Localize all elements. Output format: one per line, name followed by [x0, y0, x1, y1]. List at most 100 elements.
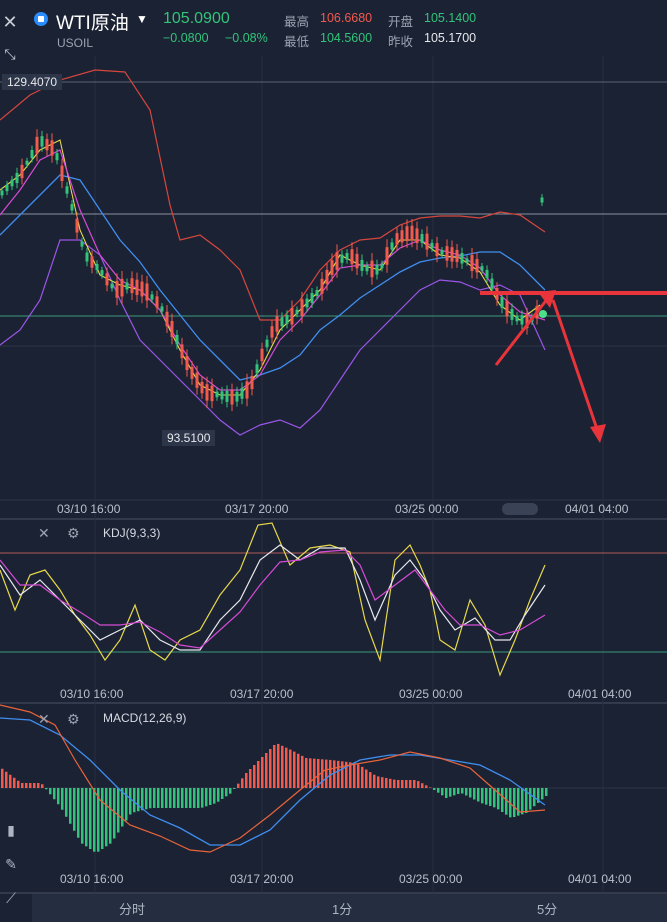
candle-body [365, 265, 369, 272]
candle-body [385, 247, 389, 265]
candle-body [470, 255, 474, 272]
candle-body [395, 233, 399, 245]
macd-bar [429, 787, 432, 788]
candle-body [220, 391, 224, 400]
indicator-icon[interactable]: ▮ [7, 822, 15, 838]
macd-bar [501, 788, 504, 812]
macd-bar [337, 760, 340, 788]
macd-bar [373, 774, 376, 788]
settings-icon[interactable]: ⚙ [67, 525, 80, 541]
symbol-icon [34, 12, 48, 26]
macd-bar [253, 765, 256, 788]
macd-bar [409, 780, 412, 788]
candle-body [420, 234, 424, 243]
macd-bar [325, 759, 328, 788]
open-label: 开盘 [388, 15, 414, 29]
candle-body [135, 279, 139, 295]
macd-bar [313, 758, 316, 788]
macd-bar [457, 788, 460, 794]
candle-body [290, 307, 294, 325]
candle-body [140, 281, 144, 297]
macd-bar [465, 788, 468, 796]
candle-body [360, 259, 364, 271]
candle-body [115, 280, 119, 298]
macd-bar [505, 788, 508, 815]
close-icon[interactable]: ✕ [38, 525, 50, 541]
candle-body [415, 228, 419, 244]
close-icon[interactable]: ✕ [38, 711, 50, 727]
macd-bar [45, 788, 48, 790]
pencil-icon[interactable]: ✎ [5, 856, 17, 872]
macd-bar [25, 783, 28, 788]
macd-bar [89, 788, 92, 849]
candle-body [520, 315, 524, 325]
tab-timeshare[interactable]: 分时 [119, 902, 146, 917]
x-tick: 03/25 00:00 [399, 872, 463, 886]
candle-body [370, 260, 374, 278]
macd-bar [213, 788, 216, 804]
macd-bar [361, 766, 364, 788]
chevron-down-icon[interactable]: ▼ [136, 12, 148, 26]
macd-bar [285, 747, 288, 788]
candle-body [75, 218, 79, 233]
candle-body [480, 266, 484, 271]
candle-body [195, 372, 199, 388]
settings-icon[interactable]: ⚙ [67, 711, 80, 727]
macd-bar [137, 788, 140, 812]
macd-bar [257, 761, 260, 788]
candle-body [475, 259, 479, 273]
macd-bar [141, 788, 144, 811]
macd-bar [513, 788, 516, 817]
drawing-tool-icon[interactable]: ⟋ [6, 890, 16, 906]
expand-icon[interactable]: ⤡ [4, 46, 16, 62]
open-value: 105.1400 [424, 11, 477, 25]
candle-body [390, 242, 394, 250]
candle-body [160, 306, 164, 312]
macd-bar [181, 788, 184, 808]
candle-body [130, 278, 134, 294]
candle-body [20, 164, 24, 179]
macd-bar [293, 751, 296, 788]
candle-body [455, 249, 459, 262]
candle-body [320, 278, 324, 294]
scroll-handle[interactable] [502, 503, 538, 515]
close-icon[interactable]: ✕ [2, 12, 18, 32]
macd-bar [217, 788, 220, 802]
macd-bar [121, 788, 124, 827]
macd-bar [321, 759, 324, 788]
high-marker: 129.4070 [2, 74, 63, 90]
macd-bar [165, 788, 168, 808]
candle-body [430, 242, 434, 249]
tab-5min[interactable]: 5分 [537, 902, 558, 917]
price-change: −0.0800 [163, 31, 209, 45]
candle-body [215, 391, 219, 398]
macd-bar [157, 788, 160, 808]
candle-body [85, 252, 89, 262]
candle-body [225, 390, 229, 402]
candle-body [275, 316, 279, 332]
x-tick: 04/01 04:00 [565, 502, 629, 516]
candle-body [460, 253, 464, 264]
candle-body [315, 290, 319, 296]
candle-body [90, 256, 94, 268]
candle-body [70, 204, 74, 211]
x-tick: 03/17 20:00 [230, 687, 294, 701]
candle-body [515, 315, 519, 322]
macd-bar [401, 780, 404, 788]
macd-bar [397, 780, 400, 788]
macd-bar [209, 788, 212, 805]
candle-body [65, 186, 69, 194]
tab-1min[interactable]: 1分 [332, 902, 353, 917]
macd-bar [349, 762, 352, 788]
header: ✕ WTI原油 ▼ USOIL 105.0900 −0.0800 −0.08% … [0, 0, 667, 56]
candle-body [120, 278, 124, 297]
macd-bar [125, 788, 128, 821]
symbol-name[interactable]: WTI原油 [56, 13, 129, 34]
candle-body [250, 375, 254, 390]
candle-body [400, 230, 404, 243]
candle-body [185, 355, 189, 371]
candle-body [80, 241, 84, 247]
macd-bar [273, 745, 276, 788]
candle-body [330, 260, 334, 275]
